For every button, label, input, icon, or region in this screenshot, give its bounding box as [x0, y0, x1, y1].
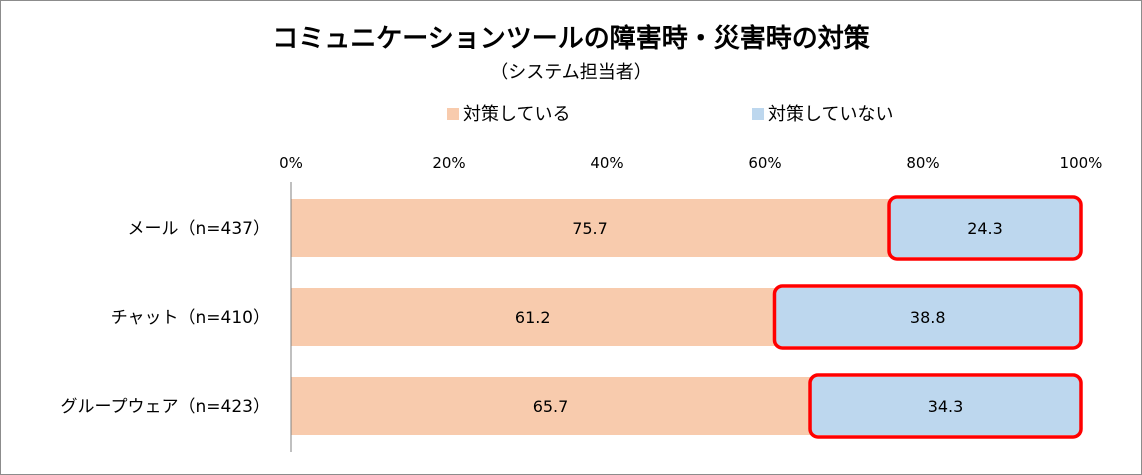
- legend-swatch-2: [752, 108, 764, 120]
- chart-title: コミュニケーションツールの障害時・災害時の対策: [272, 24, 870, 54]
- chart-subtitle: （システム担当者）: [490, 62, 652, 83]
- legend-label-1: 対策している: [463, 104, 570, 125]
- legend-swatch-1: [447, 108, 459, 120]
- legend-label-2: 対策していない: [768, 104, 893, 125]
- highlight-outline: [887, 195, 1083, 261]
- bar-segment-series-1: [291, 377, 811, 435]
- bar-segment-series-2: [774, 288, 1081, 346]
- data-label: 65.7: [533, 397, 569, 416]
- highlight-outline: [808, 373, 1083, 439]
- data-label: 38.8: [910, 308, 946, 327]
- bar-segment-series-1: [291, 288, 775, 346]
- bar-segment-series-2: [889, 199, 1081, 257]
- category-label: チャット（n=410）: [111, 308, 270, 328]
- x-tick-label: 80%: [906, 154, 939, 172]
- x-tick-label: 100%: [1060, 154, 1103, 172]
- data-label: 75.7: [572, 219, 608, 238]
- category-label: メール（n=437）: [128, 219, 270, 239]
- data-label: 24.3: [967, 219, 1003, 238]
- x-tick-label: 0%: [279, 154, 303, 172]
- bar-segment-series-1: [291, 199, 890, 257]
- data-label: 61.2: [515, 308, 551, 327]
- highlight-outline: [772, 284, 1083, 350]
- bar-segment-series-2: [810, 377, 1081, 435]
- category-label: グループウェア（n=423）: [61, 397, 270, 417]
- x-tick-label: 40%: [590, 154, 623, 172]
- data-label: 34.3: [928, 397, 964, 416]
- x-tick-label: 60%: [748, 154, 781, 172]
- x-tick-label: 20%: [432, 154, 465, 172]
